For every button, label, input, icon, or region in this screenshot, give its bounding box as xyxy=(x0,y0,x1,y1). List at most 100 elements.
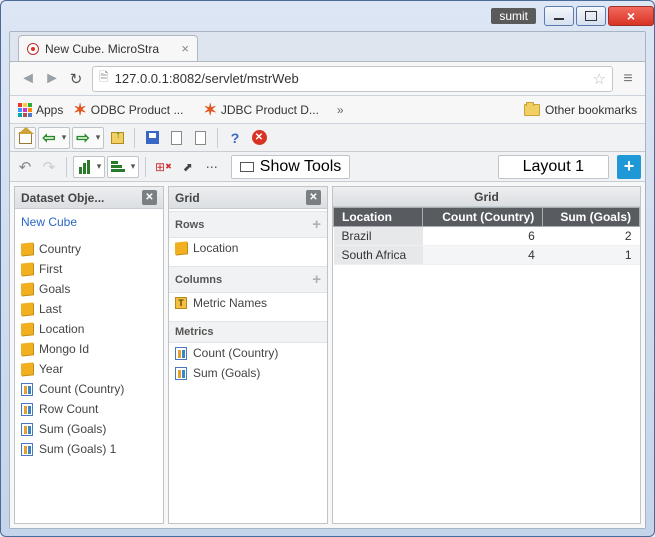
toggle-c-button[interactable]: ⋯ xyxy=(201,156,223,178)
apps-label[interactable]: Apps xyxy=(36,103,63,117)
star-icon: ✶ xyxy=(203,100,216,120)
panel-close-icon[interactable]: ✕ xyxy=(306,190,321,205)
bookmark-overflow-button[interactable]: » xyxy=(337,103,344,117)
column-header[interactable]: Sum (Goals) xyxy=(543,208,640,227)
app-toolbar-2: ↶ ↷ ▾ ▾ ⊞✖ ⬈ ⋯ Show Tools Layout 1 + xyxy=(10,152,645,182)
item-label: Sum (Goals) xyxy=(39,422,106,436)
add-icon[interactable]: + xyxy=(312,271,321,288)
apps-icon[interactable] xyxy=(18,103,32,117)
column-header[interactable]: Location xyxy=(334,208,423,227)
nav-back-button[interactable]: ◄ xyxy=(16,67,40,91)
save-button[interactable] xyxy=(141,127,163,149)
dropdown-icon[interactable]: ▾ xyxy=(93,132,103,143)
window-maximize-button[interactable] xyxy=(576,6,606,26)
user-badge: sumit xyxy=(491,8,536,24)
forward-button[interactable]: ⇨▾ xyxy=(72,127,104,149)
section-label: Metrics xyxy=(175,326,214,338)
arrow-left-icon: ⇦ xyxy=(39,128,59,148)
dataset-panel: Dataset Obje... ✕ New Cube CountryFirst Go… xyxy=(14,186,164,524)
home-icon xyxy=(19,132,32,144)
app-toolbar-1: ⇦▾ ⇨▾ ? ✕ xyxy=(10,124,645,152)
bookmark-item[interactable]: ✶JDBC Product D... xyxy=(203,100,318,120)
error-button[interactable]: ✕ xyxy=(248,127,270,149)
metric-item[interactable]: Sum (Goals) xyxy=(15,419,163,439)
toggle-b-button[interactable]: ⬈ xyxy=(177,156,199,178)
metric-item[interactable]: Row Count xyxy=(15,399,163,419)
nav-forward-button[interactable]: ► xyxy=(40,67,64,91)
folder-up-button[interactable] xyxy=(106,127,128,149)
dropdown-icon[interactable]: ▾ xyxy=(59,132,69,143)
cube-icon xyxy=(21,322,33,335)
dropdown-icon[interactable]: ▾ xyxy=(128,161,138,172)
redo-button[interactable]: ↷ xyxy=(38,156,60,178)
metric-field[interactable]: Count (Country) xyxy=(169,343,327,363)
add-layout-button[interactable]: + xyxy=(617,155,641,179)
bookmark-label: ODBC Product ... xyxy=(91,103,184,117)
undo-button[interactable]: ↶ xyxy=(14,156,36,178)
table-cell: 6 xyxy=(423,227,543,246)
metric-field[interactable]: Sum (Goals) xyxy=(169,363,327,383)
address-input[interactable]: 🗎 127.0.0.1:8082/servlet/mstrWeb ☆ xyxy=(92,66,613,92)
column-header[interactable]: Count (Country) xyxy=(423,208,543,227)
attribute-item[interactable]: Location xyxy=(15,319,163,339)
back-button[interactable]: ⇦▾ xyxy=(38,127,70,149)
panel-close-icon[interactable]: ✕ xyxy=(142,190,157,205)
attribute-item[interactable]: Goals xyxy=(15,279,163,299)
bookmark-item[interactable]: ✶ODBC Product ... xyxy=(73,100,183,120)
col-field[interactable]: TMetric Names xyxy=(169,293,327,313)
panel-title: Dataset Obje... xyxy=(21,191,104,205)
reload-button[interactable]: ↻ xyxy=(64,67,88,91)
attribute-item[interactable]: Year xyxy=(15,359,163,379)
home-button[interactable] xyxy=(14,127,36,149)
toggle-a-button[interactable]: ⊞✖ xyxy=(152,156,175,178)
add-icon[interactable]: + xyxy=(312,216,321,233)
other-bookmarks-label: Other bookmarks xyxy=(545,103,637,117)
table-row[interactable]: South Africa41 xyxy=(334,246,640,265)
bookmark-bar: Apps ✶ODBC Product ... ✶JDBC Product D..… xyxy=(10,96,645,124)
metric-icon xyxy=(175,367,187,380)
item-label: Goals xyxy=(39,282,70,296)
separator xyxy=(217,128,218,148)
window-minimize-button[interactable] xyxy=(544,6,574,26)
item-label: Last xyxy=(39,302,62,316)
cube-icon xyxy=(21,242,33,255)
bookmark-star-icon[interactable]: ☆ xyxy=(593,70,606,88)
row-field[interactable]: Location xyxy=(169,238,327,258)
window-frame: sumit × New Cube. MicroStra × ◄ ► ↻ 🗎 12… xyxy=(0,0,655,537)
attribute-item[interactable]: Country xyxy=(15,239,163,259)
table-cell: Brazil xyxy=(334,227,423,246)
grid-body: LocationCount (Country)Sum (Goals) Brazi… xyxy=(333,207,640,523)
sort-h-button[interactable]: ▾ xyxy=(107,156,139,178)
window-close-button[interactable]: × xyxy=(608,6,654,26)
rows-section-header: Rows+ xyxy=(169,211,327,238)
layout-tab[interactable]: Layout 1 xyxy=(498,155,609,179)
metric-icon xyxy=(21,403,33,416)
cube-icon xyxy=(21,342,33,355)
dropdown-icon[interactable]: ▾ xyxy=(94,161,104,172)
cube-link[interactable]: New Cube xyxy=(15,211,163,233)
separator xyxy=(134,128,135,148)
cube-icon xyxy=(21,362,33,375)
attribute-item[interactable]: Last xyxy=(15,299,163,319)
browser-tab[interactable]: New Cube. MicroStra × xyxy=(18,35,198,61)
tab-close-icon[interactable]: × xyxy=(181,41,189,56)
table-row[interactable]: Brazil62 xyxy=(334,227,640,246)
help-button[interactable]: ? xyxy=(224,127,246,149)
document-icon xyxy=(195,131,206,145)
page-button[interactable] xyxy=(189,127,211,149)
grid-title: Grid xyxy=(333,187,640,207)
design-button[interactable] xyxy=(165,127,187,149)
browser-menu-button[interactable]: ≡ xyxy=(617,70,639,88)
tab-strip: New Cube. MicroStra × xyxy=(10,32,645,62)
bars-icon xyxy=(111,161,125,172)
metric-item[interactable]: Sum (Goals) 1 xyxy=(15,439,163,459)
attribute-item[interactable]: First xyxy=(15,259,163,279)
table-cell: 2 xyxy=(543,227,640,246)
bars-icon xyxy=(79,160,90,174)
other-bookmarks-button[interactable]: Other bookmarks xyxy=(524,103,637,117)
attribute-item[interactable]: Mongo Id xyxy=(15,339,163,359)
sort-v-button[interactable]: ▾ xyxy=(73,156,105,178)
metric-item[interactable]: Count (Country) xyxy=(15,379,163,399)
show-tools-button[interactable]: Show Tools xyxy=(231,155,351,179)
help-icon: ? xyxy=(231,130,240,146)
